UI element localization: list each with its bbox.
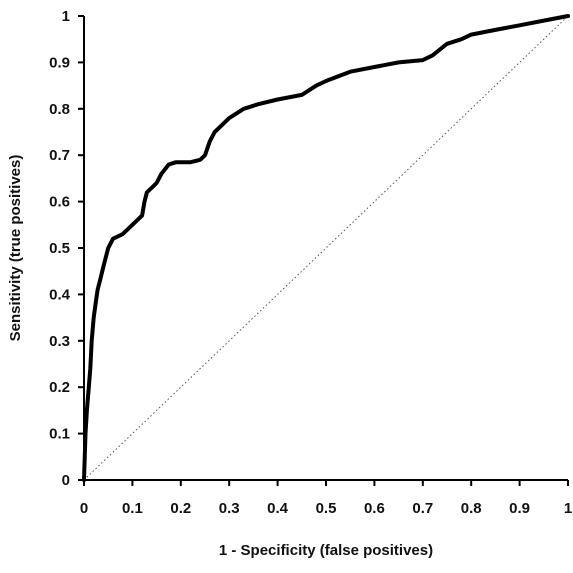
- y-tick-label: 0.8: [49, 101, 70, 118]
- y-tick-label: 1: [62, 8, 70, 25]
- y-tick-label: 0.4: [49, 286, 71, 303]
- roc-curve-line: [82, 14, 570, 482]
- y-tick-label: 0.7: [49, 147, 70, 164]
- x-tick-label: 0.5: [316, 500, 337, 517]
- x-tick-label: 0.7: [412, 500, 433, 517]
- y-tick-label: 0.3: [49, 333, 70, 350]
- y-axis-title: Sensitivity (true positives): [7, 155, 24, 342]
- x-tick-label: 0.4: [267, 500, 289, 517]
- reference-diagonal-line: [83, 15, 569, 481]
- plot-area: [82, 14, 570, 482]
- x-tick-label: 0.9: [509, 500, 530, 517]
- y-axis-ticks: 0 0.1 0.2 0.3 0.4 0.5 0.6 0.7 0.8 0.9 1: [49, 8, 84, 489]
- x-tick-label: 0.6: [364, 500, 385, 517]
- x-axis-title: 1 - Specificity (false positives): [219, 542, 433, 559]
- x-tick-label: 0.2: [170, 500, 191, 517]
- x-axis-ticks: 0 0.1 0.2 0.3 0.4 0.5 0.6 0.7 0.8 0.9 1: [80, 480, 572, 517]
- x-tick-label: 1: [564, 500, 572, 517]
- x-tick-label: 0.1: [122, 500, 143, 517]
- y-tick-label: 0: [62, 472, 70, 489]
- y-tick-label: 0.1: [49, 426, 70, 443]
- y-tick-label: 0.5: [49, 240, 70, 257]
- y-tick-label: 0.9: [49, 54, 70, 71]
- x-tick-label: 0.8: [461, 500, 482, 517]
- x-tick-label: 0: [80, 500, 88, 517]
- x-tick-label: 0.3: [219, 500, 240, 517]
- y-tick-label: 0.2: [49, 379, 70, 396]
- y-tick-label: 0.6: [49, 194, 70, 211]
